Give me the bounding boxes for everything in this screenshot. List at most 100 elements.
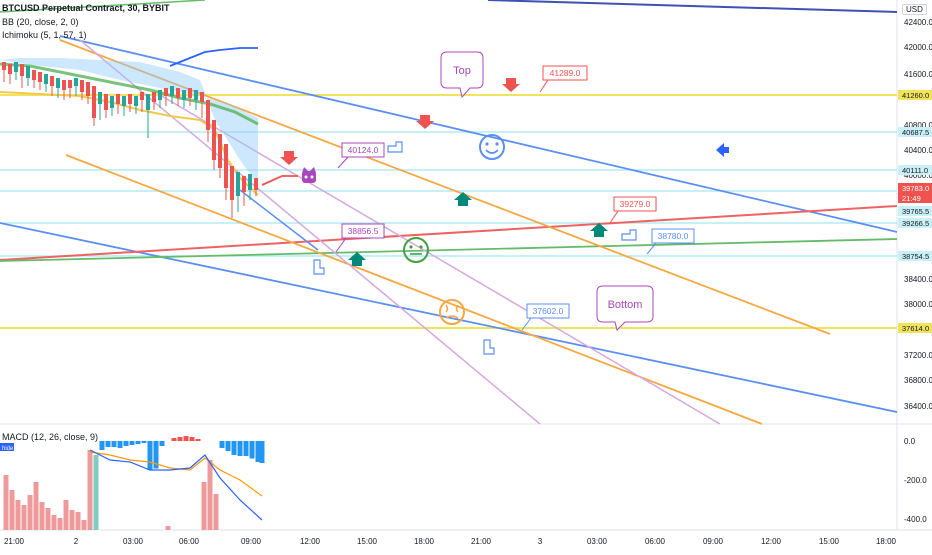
trendline[interactable]: [0, 205, 898, 261]
candle[interactable]: [116, 94, 120, 114]
candle[interactable]: [2, 62, 6, 82]
candle[interactable]: [38, 72, 42, 90]
candle[interactable]: [104, 94, 108, 118]
price-axis[interactable]: 42400.0 42000.0 41600.0 40800.0 40400.0 40000…: [904, 18, 932, 411]
candle[interactable]: [80, 80, 84, 100]
trendlines[interactable]: [0, 0, 898, 425]
candle[interactable]: [242, 176, 246, 206]
candle[interactable]: [218, 134, 222, 178]
down-arrow-icon[interactable]: [280, 151, 298, 165]
candle[interactable]: [74, 78, 78, 96]
callout-bottom[interactable]: Bottom: [596, 285, 654, 331]
candle[interactable]: [122, 96, 126, 116]
price-label-40124[interactable]: 40124.0: [337, 142, 385, 169]
macd-legend[interactable]: MACD (12, 26, close, 9): [2, 432, 99, 442]
candle[interactable]: [182, 90, 186, 108]
left-arrow-icon[interactable]: [716, 143, 729, 157]
currency-label[interactable]: USD: [902, 4, 927, 15]
candle[interactable]: [50, 76, 54, 96]
trendline[interactable]: [0, 222, 898, 413]
time-tick-label: 21:00: [471, 537, 492, 546]
candle[interactable]: [170, 86, 174, 104]
candle[interactable]: [194, 90, 198, 110]
candle[interactable]: [110, 96, 114, 116]
candle[interactable]: [92, 86, 96, 126]
candle[interactable]: [134, 96, 138, 114]
candle[interactable]: [14, 62, 18, 80]
trendline[interactable]: [0, 238, 898, 262]
trendline[interactable]: [65, 154, 763, 425]
candle[interactable]: [248, 174, 252, 200]
time-axis[interactable]: 21:00 2 03:00 06:00 09:00 12:00 15:00 18:00 21:0…: [4, 537, 897, 546]
hand-pointer-icon[interactable]: [483, 339, 495, 355]
bollinger-legend[interactable]: BB (20, close, 2, 0): [2, 17, 79, 27]
candle[interactable]: [86, 82, 90, 104]
price-label-38856[interactable]: 38856.5: [335, 223, 385, 253]
time-tick-label: 15:00: [357, 537, 378, 546]
price-label-41289[interactable]: 41289.0: [539, 65, 588, 93]
smiley-icon[interactable]: [479, 134, 505, 160]
arrow-markers[interactable]: [261, 78, 729, 266]
macd-hide-tag[interactable]: hide: [2, 446, 14, 452]
dizzy-face-icon[interactable]: [439, 299, 465, 325]
macd-bar: [213, 494, 219, 530]
trendline[interactable]: [239, 189, 319, 251]
ichimoku-legend[interactable]: Ichimoku (5, 1, 57, 1): [2, 30, 87, 40]
macd-bar: [255, 441, 261, 462]
trendline[interactable]: [0, 0, 206, 13]
candle[interactable]: [20, 64, 24, 88]
candle[interactable]: [206, 100, 210, 142]
candle[interactable]: [56, 78, 60, 98]
arrow-line[interactable]: [261, 175, 298, 186]
macd-bar: [225, 441, 231, 451]
candle[interactable]: [32, 70, 36, 88]
neutral-face-icon[interactable]: [403, 237, 429, 263]
macd-bar: [183, 436, 189, 441]
price-tag: 21:49: [898, 193, 932, 203]
candle[interactable]: [128, 94, 132, 112]
candle[interactable]: [62, 80, 66, 100]
candle[interactable]: [152, 92, 156, 110]
candle[interactable]: [236, 172, 240, 212]
trendline[interactable]: [59, 35, 898, 233]
hand-pointer-icon[interactable]: [387, 141, 403, 153]
hand-pointer-icon[interactable]: [621, 229, 637, 241]
up-arrow-icon[interactable]: [454, 192, 472, 206]
price-label-39279[interactable]: 39279.0: [609, 196, 657, 224]
candle[interactable]: [188, 88, 192, 106]
callouts[interactable]: Top Bottom 41289.0 40124.0 39279.0: [335, 51, 695, 331]
candle[interactable]: [176, 88, 180, 106]
hand-pointer-icon[interactable]: [313, 259, 325, 275]
trendline[interactable]: [159, 94, 721, 425]
up-arrow-icon[interactable]: [590, 223, 608, 237]
cat-face-icon[interactable]: [302, 167, 316, 183]
candle[interactable]: [8, 64, 12, 84]
candle[interactable]: [224, 144, 228, 200]
candle[interactable]: [140, 92, 144, 112]
candle[interactable]: [164, 88, 168, 106]
price-label-38780[interactable]: 38780.0: [646, 228, 695, 255]
macd-tick-label: 0.0: [904, 437, 916, 446]
trendline[interactable]: [487, 0, 898, 13]
candle[interactable]: [98, 92, 102, 120]
candle[interactable]: [68, 80, 72, 98]
candle[interactable]: [146, 94, 150, 138]
down-arrow-icon[interactable]: [502, 78, 520, 92]
candle[interactable]: [44, 74, 48, 92]
candles[interactable]: [2, 62, 258, 218]
down-arrow-icon[interactable]: [416, 115, 434, 129]
callout-top[interactable]: Top: [440, 51, 484, 99]
macd-bar: [171, 438, 177, 441]
candle[interactable]: [212, 120, 216, 170]
emoji-annotations[interactable]: [302, 134, 637, 355]
candle[interactable]: [200, 92, 204, 118]
trendline[interactable]: [79, 39, 541, 425]
candle[interactable]: [26, 66, 30, 86]
candle[interactable]: [254, 178, 258, 196]
candle[interactable]: [158, 90, 162, 108]
candle[interactable]: [230, 166, 234, 218]
price-label-37602[interactable]: 37602.0: [521, 303, 570, 331]
up-arrow-icon[interactable]: [348, 252, 366, 266]
